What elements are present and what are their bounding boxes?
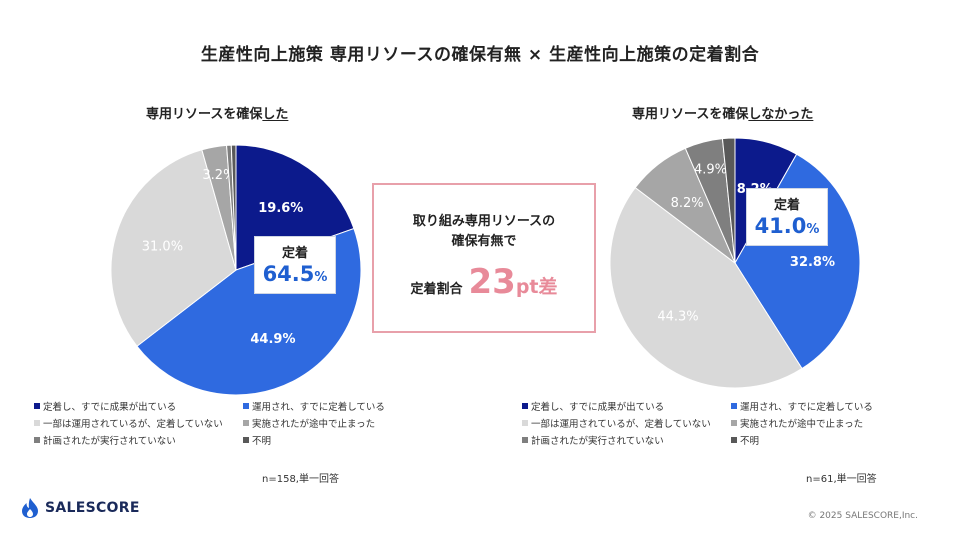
legend-right-item-1: 運用され、すでに定着している	[731, 399, 873, 416]
legend-left-text-2: 一部は運用されているが、定着していない	[43, 419, 223, 430]
center-row: 定着割合 23pt差	[374, 262, 594, 302]
legend-left-text-4: 計画されたが実行されていない	[43, 436, 176, 447]
legend-left-item-3: 実施されたが途中で止まった	[243, 416, 375, 433]
legend-left-swatch-4	[34, 437, 40, 443]
sample-note-right: n=61,単一回答	[806, 474, 877, 485]
legend-right-item-3: 実施されたが途中で止まった	[731, 416, 863, 433]
pie-0-label-3: 3.2%	[202, 168, 235, 183]
callout-left: 定着 64.5%	[254, 236, 336, 294]
callout-right-label: 定着	[773, 198, 800, 213]
legend-left-item-0: 定着し、すでに成果が出ている	[34, 399, 176, 416]
legend-right-swatch-4	[522, 437, 528, 443]
callout-left-unit: %	[314, 270, 328, 285]
legend-right-swatch-3	[731, 420, 737, 426]
brand-logo-text: SALESCORE	[45, 500, 140, 516]
center-line-1: 取り組み専用リソースの	[412, 214, 556, 229]
center-prefix: 定着割合	[410, 282, 463, 297]
pie-1-label-1: 32.8%	[790, 255, 835, 270]
legend-left-item-4: 計画されたが実行されていない	[34, 433, 176, 450]
chart-title-right-underlined: しなかった	[748, 107, 814, 122]
copyright: © 2025 SALESCORE,Inc.	[807, 511, 918, 521]
flame-drop-icon	[22, 498, 38, 518]
legend-right-swatch-0	[522, 403, 528, 409]
legend-right-swatch-1	[731, 403, 737, 409]
pie-1-label-4: 4.9%	[694, 163, 727, 178]
pie-0-label-0: 19.6%	[258, 201, 303, 216]
legend-left-item-5: 不明	[243, 433, 271, 450]
legend-right-text-1: 運用され、すでに定着している	[740, 402, 873, 413]
legend-left-item-1: 運用され、すでに定着している	[243, 399, 385, 416]
pie-0-label-1: 44.9%	[250, 332, 295, 347]
callout-right-unit: %	[806, 222, 820, 237]
legend-right-item-2: 一部は運用されているが、定着していない	[522, 416, 711, 433]
legend-right-item-0: 定着し、すでに成果が出ている	[522, 399, 664, 416]
callout-left-value: 64.5	[262, 262, 315, 286]
pie-0-slice-5	[230, 144, 237, 271]
legend-left-swatch-3	[243, 420, 249, 426]
pie-chart-right: 8.2%32.8%44.3%8.2%4.9%	[609, 137, 861, 389]
legend-right-item-5: 不明	[731, 433, 759, 450]
legend-right-swatch-5	[731, 437, 737, 443]
legend-right-item-4: 計画されたが実行されていない	[522, 433, 664, 450]
legend-left-swatch-0	[34, 403, 40, 409]
callout-left-value-wrap: 64.5%	[255, 261, 335, 291]
pie-1-slice-1	[734, 153, 861, 370]
legend-right-text-3: 実施されたが途中で止まった	[740, 419, 864, 430]
legend-right-swatch-2	[522, 420, 528, 426]
legend-right-text-2: 一部は運用されているが、定着していない	[531, 419, 711, 430]
page-title: 生産性向上施策 専用リソースの確保有無 × 生産性向上施策の定着割合	[200, 45, 760, 65]
legend-left-item-2: 一部は運用されているが、定着していない	[34, 416, 223, 433]
legend-left-text-0: 定着し、すでに成果が出ている	[43, 402, 177, 413]
pie-1-slice-2	[609, 186, 803, 389]
pie-1-label-3: 8.2%	[671, 196, 704, 211]
pie-1-slice-5	[721, 137, 736, 264]
chart-title-left-underlined: した	[262, 107, 289, 122]
pie-0-slice-2	[110, 149, 237, 347]
callout-right-value-wrap: 41.0%	[747, 213, 827, 243]
chart-title-left: 専用リソースを確保した	[146, 103, 288, 122]
sample-note-left: n=158,単一回答	[262, 474, 339, 485]
chart-title-left-prefix: 専用リソースを確保	[146, 107, 263, 122]
center-value-wrap: 23pt差	[469, 262, 558, 302]
center-unit: pt差	[515, 276, 558, 298]
legend-right-text-4: 計画されたが実行されていない	[531, 436, 664, 447]
callout-right: 定着 41.0%	[746, 188, 828, 246]
brand-logo: SALESCORE	[20, 497, 140, 519]
pie-1-label-2: 44.3%	[657, 310, 698, 325]
legend-right-text-5: 不明	[740, 436, 760, 447]
legend-left-text-3: 実施されたが途中で止まった	[252, 419, 376, 430]
chart-title-right: 専用リソースを確保しなかった	[632, 103, 813, 122]
legend-left-swatch-1	[243, 403, 249, 409]
center-line-2: 確保有無で	[451, 234, 517, 249]
legend-left-text-5: 不明	[252, 436, 272, 447]
chart-title-right-prefix: 専用リソースを確保	[632, 107, 749, 122]
center-summary-box: 取り組み専用リソースの 確保有無で 定着割合 23pt差	[372, 183, 596, 333]
legend-left-swatch-5	[243, 437, 249, 443]
center-value: 23	[468, 262, 516, 302]
legend-right-text-0: 定着し、すでに成果が出ている	[531, 402, 665, 413]
legend-left-swatch-2	[34, 420, 40, 426]
callout-left-label: 定着	[281, 246, 308, 261]
legend-left-text-1: 運用され、すでに定着している	[252, 402, 385, 413]
pie-0-label-2: 31.0%	[142, 240, 183, 255]
callout-right-value: 41.0	[754, 214, 807, 238]
